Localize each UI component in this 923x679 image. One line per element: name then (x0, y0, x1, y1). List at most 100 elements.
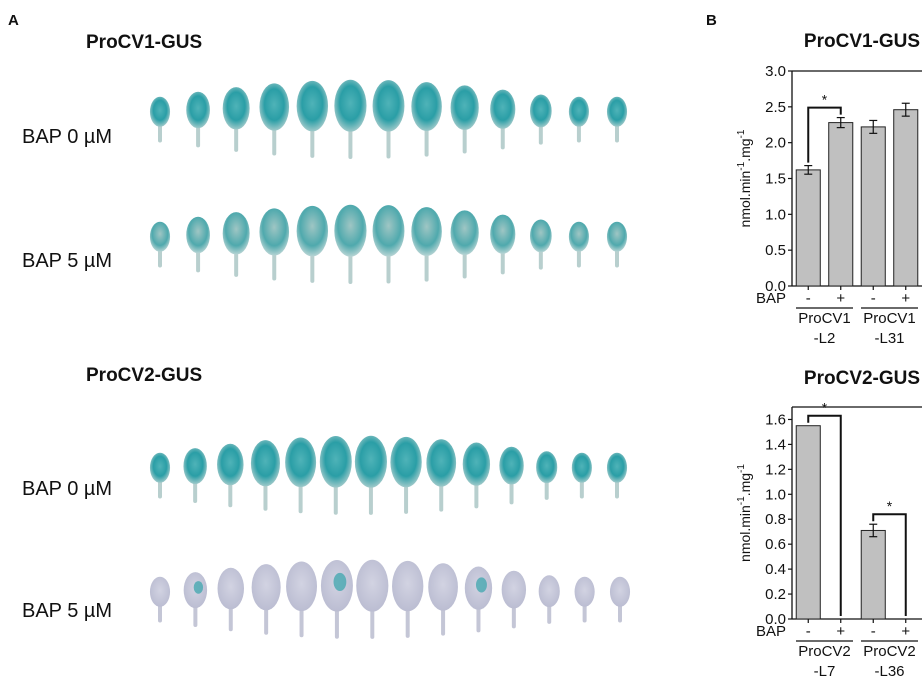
leaf (411, 207, 442, 282)
leaf (356, 559, 389, 639)
group-label: ProCV2 -L36 (861, 640, 918, 679)
svg-text:ProCV2: ProCV2 (798, 643, 851, 660)
svg-text:ProCV1: ProCV1 (798, 310, 851, 327)
y-tick-label: 1.5 (765, 171, 786, 188)
y-tick-label: 0.6 (765, 536, 786, 553)
leaf (462, 442, 491, 509)
y-tick-label: 2.0 (765, 135, 786, 152)
svg-text:-L7: -L7 (814, 663, 836, 679)
x-tick-label: - (806, 623, 811, 640)
x-tick-label: + (901, 290, 910, 307)
error-bar (869, 119, 878, 134)
treatment-label: BAP (756, 623, 786, 640)
leaf (320, 559, 353, 639)
chart-title: ProCV2-GUS (804, 368, 920, 389)
error-bar (901, 102, 910, 117)
x-tick-label: - (871, 623, 876, 640)
leaf (186, 216, 210, 273)
leaf (259, 83, 290, 156)
leaf (568, 221, 589, 268)
y-tick-label: 1.0 (765, 206, 786, 223)
y-tick-label: 0.4 (765, 561, 786, 578)
panel-a-letter: A (8, 12, 19, 29)
leaf-row-cv2-bap5 (149, 559, 631, 639)
leaf (149, 96, 171, 143)
section-title-cv2: ProCV2-GUS (86, 365, 203, 386)
leaf (529, 94, 552, 145)
group-label: ProCV2 -L7 (796, 640, 853, 679)
leaf (529, 219, 552, 270)
leaf (149, 452, 171, 499)
y-tick-label: 1.4 (765, 436, 786, 453)
group-label: ProCV1 -L31 (861, 307, 918, 347)
svg-text:-L2: -L2 (814, 330, 836, 347)
leaf-row-cv1-bap5 (149, 204, 628, 284)
y-tick-label: 1.6 (765, 411, 786, 428)
leaf (372, 80, 405, 159)
bar (795, 169, 821, 287)
svg-text:*: * (822, 92, 828, 108)
y-tick-label: 0.0 (765, 278, 786, 295)
leaf-photographs (149, 79, 631, 639)
leaf (411, 82, 442, 157)
leaf (217, 443, 244, 508)
significance-bracket: * (807, 92, 842, 163)
leaf (251, 564, 281, 635)
leaf (183, 448, 207, 504)
leaf (392, 560, 424, 638)
y-axis-label: nmol.min-1.mg-1 (736, 129, 753, 227)
leaf (222, 87, 250, 152)
leaf (334, 79, 367, 159)
y-tick-label: 2.5 (765, 99, 786, 116)
leaf (609, 576, 631, 623)
leaf (354, 435, 387, 515)
leaf (149, 576, 171, 623)
leaf (490, 214, 516, 275)
leaf-row-cv2-bap0 (149, 435, 628, 515)
significance-bracket: * (872, 498, 907, 616)
svg-text:*: * (887, 498, 893, 514)
leaf (149, 221, 171, 268)
row-label-cv2-0: BAP 0 µM (22, 478, 113, 500)
svg-text:*: * (822, 400, 828, 416)
x-tick-label: - (871, 290, 876, 307)
y-tick-label: 0.5 (765, 242, 786, 259)
y-tick-label: 1.0 (765, 486, 786, 503)
leaf (259, 208, 290, 281)
row-label-cv1-0: BAP 0 µM (22, 126, 113, 148)
y-tick-label: 0.0 (765, 611, 786, 628)
leaf-row-cv1-bap0 (149, 79, 628, 159)
leaf (450, 210, 479, 279)
svg-text:ProCV2: ProCV2 (863, 643, 916, 660)
y-tick-label: 0.2 (765, 586, 786, 603)
leaf (319, 435, 352, 515)
x-tick-label: - (806, 290, 811, 307)
treatment-label: BAP (756, 290, 786, 307)
bar-chart-cv2: ProCV2-GUS 0.0 0.2 0.4 0.6 0.8 1.0 1.2 1.4 1.6 nmo… (736, 368, 922, 679)
bar (860, 126, 886, 287)
section-title-cv1: ProCV1-GUS (86, 32, 203, 53)
leaf (285, 437, 317, 514)
x-tick-label: + (901, 623, 910, 640)
leaf (606, 96, 628, 143)
leaf (501, 570, 527, 629)
leaf (286, 561, 318, 638)
group-label: ProCV1 -L2 (796, 307, 853, 347)
significance-bracket: * (807, 400, 842, 616)
leaf (606, 221, 628, 268)
leaf (222, 212, 250, 277)
leaf (571, 452, 592, 499)
svg-text:-L36: -L36 (874, 663, 904, 679)
error-bar (836, 116, 845, 129)
leaf (296, 205, 329, 283)
y-axis-label: nmol.min-1.mg-1 (736, 464, 753, 562)
bar (893, 109, 919, 287)
leaf (499, 446, 524, 505)
leaf (536, 451, 558, 500)
leaf (538, 575, 560, 624)
y-tick-label: 1.2 (765, 461, 786, 478)
leaf (568, 96, 589, 143)
bar-chart-cv1: ProCV1-GUS 0.0 0.5 1.0 1.5 2.0 2.5 3.0 nmol.min-… (736, 31, 922, 347)
leaf (334, 204, 367, 284)
leaf (183, 572, 208, 628)
